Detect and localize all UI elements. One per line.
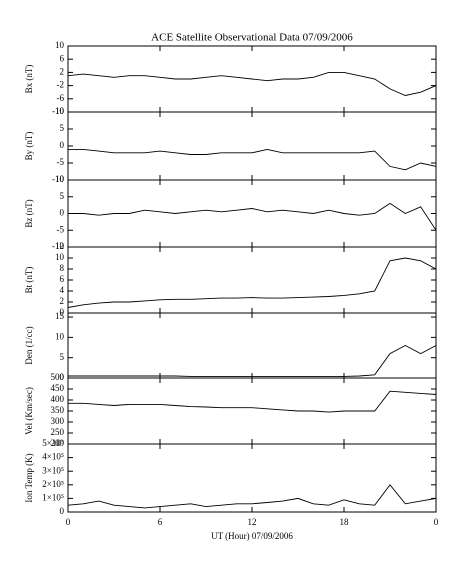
y-tick-label: -10 bbox=[52, 106, 64, 116]
y-tick-label: 8 bbox=[60, 263, 65, 273]
y-tick-label: 10 bbox=[55, 331, 65, 341]
y-tick-label: -10 bbox=[52, 241, 64, 251]
panel-frame bbox=[67, 111, 437, 181]
y-tick-label: 10 bbox=[55, 40, 65, 50]
y-tick-label: 0 bbox=[60, 140, 65, 150]
y-axis-label: Ion Temp (K) bbox=[24, 453, 34, 502]
y-tick-label: 500 bbox=[51, 372, 65, 382]
y-axis-label: Vel (Km/sec) bbox=[24, 387, 34, 435]
y-tick-label: 2×10⁵ bbox=[42, 479, 64, 489]
x-axis-label: UT (Hour) 07/09/2006 bbox=[211, 531, 293, 541]
data-line bbox=[67, 71, 437, 96]
data-line bbox=[68, 148, 437, 171]
x-tick-label: 6 bbox=[158, 517, 163, 527]
y-tick-label: 5 bbox=[60, 191, 65, 201]
data-line bbox=[67, 484, 437, 509]
y-axis-label: Bx (nT) bbox=[24, 65, 34, 94]
data-line bbox=[67, 257, 437, 308]
y-tick-label: 10 bbox=[55, 252, 65, 262]
y-tick-label: 400 bbox=[51, 394, 65, 404]
x-tick-label: 0 bbox=[434, 517, 439, 527]
y-tick-label: 10 bbox=[55, 106, 65, 116]
y-tick-label: -5 bbox=[57, 224, 65, 234]
y-tick-label: 250 bbox=[51, 427, 65, 437]
data-line bbox=[68, 202, 437, 231]
y-tick-label: 0 bbox=[60, 372, 65, 382]
y-axis-label: By (nT) bbox=[24, 132, 34, 161]
y-tick-label: 5 bbox=[60, 352, 65, 362]
y-tick-label: 6 bbox=[60, 53, 65, 63]
panel-frame bbox=[67, 312, 437, 379]
chart-title: ACE Satellite Observational Data 07/09/2… bbox=[151, 32, 353, 44]
y-tick-label: 15 bbox=[55, 311, 65, 321]
panel-frame bbox=[67, 246, 437, 314]
y-tick-label: 200 bbox=[51, 438, 65, 448]
y-tick-label: 0 bbox=[60, 506, 65, 516]
x-tick-label: 0 bbox=[66, 517, 71, 527]
y-axis-label: Bt (nT) bbox=[24, 267, 34, 294]
y-tick-label: 350 bbox=[51, 405, 65, 415]
y-tick-label: 10 bbox=[55, 174, 65, 184]
y-tick-label: 3×10⁵ bbox=[42, 465, 64, 475]
y-tick-label: -10 bbox=[52, 174, 64, 184]
y-tick-label: -2 bbox=[57, 80, 65, 90]
y-tick-label: 0 bbox=[60, 307, 65, 317]
y-tick-label: -6 bbox=[57, 93, 65, 103]
x-tick-label: 18 bbox=[340, 517, 350, 527]
y-tick-label: 0 bbox=[60, 208, 65, 218]
y-tick-label: 4 bbox=[60, 285, 65, 295]
y-tick-label: 1×10⁵ bbox=[42, 492, 64, 502]
y-axis-label: Den (1/cc) bbox=[24, 326, 34, 364]
y-tick-label: 450 bbox=[51, 383, 65, 393]
y-tick-label: 5 bbox=[60, 123, 65, 133]
x-tick-label: 12 bbox=[248, 517, 257, 527]
y-tick-label: 2 bbox=[60, 66, 65, 76]
panel-frame bbox=[67, 377, 437, 445]
y-axis-label: Bz (nT) bbox=[24, 199, 34, 227]
data-line bbox=[68, 390, 437, 413]
y-tick-label: 12 bbox=[55, 241, 64, 251]
y-tick-label: 6 bbox=[60, 274, 65, 284]
panel-frame bbox=[67, 443, 437, 513]
y-tick-label: -5 bbox=[57, 157, 65, 167]
y-tick-label: 5×10⁵ bbox=[42, 438, 64, 448]
y-tick-label: 4×10⁵ bbox=[42, 452, 64, 462]
data-line bbox=[68, 344, 437, 377]
y-tick-label: 2 bbox=[60, 296, 65, 306]
y-tick-label: 300 bbox=[51, 416, 65, 426]
